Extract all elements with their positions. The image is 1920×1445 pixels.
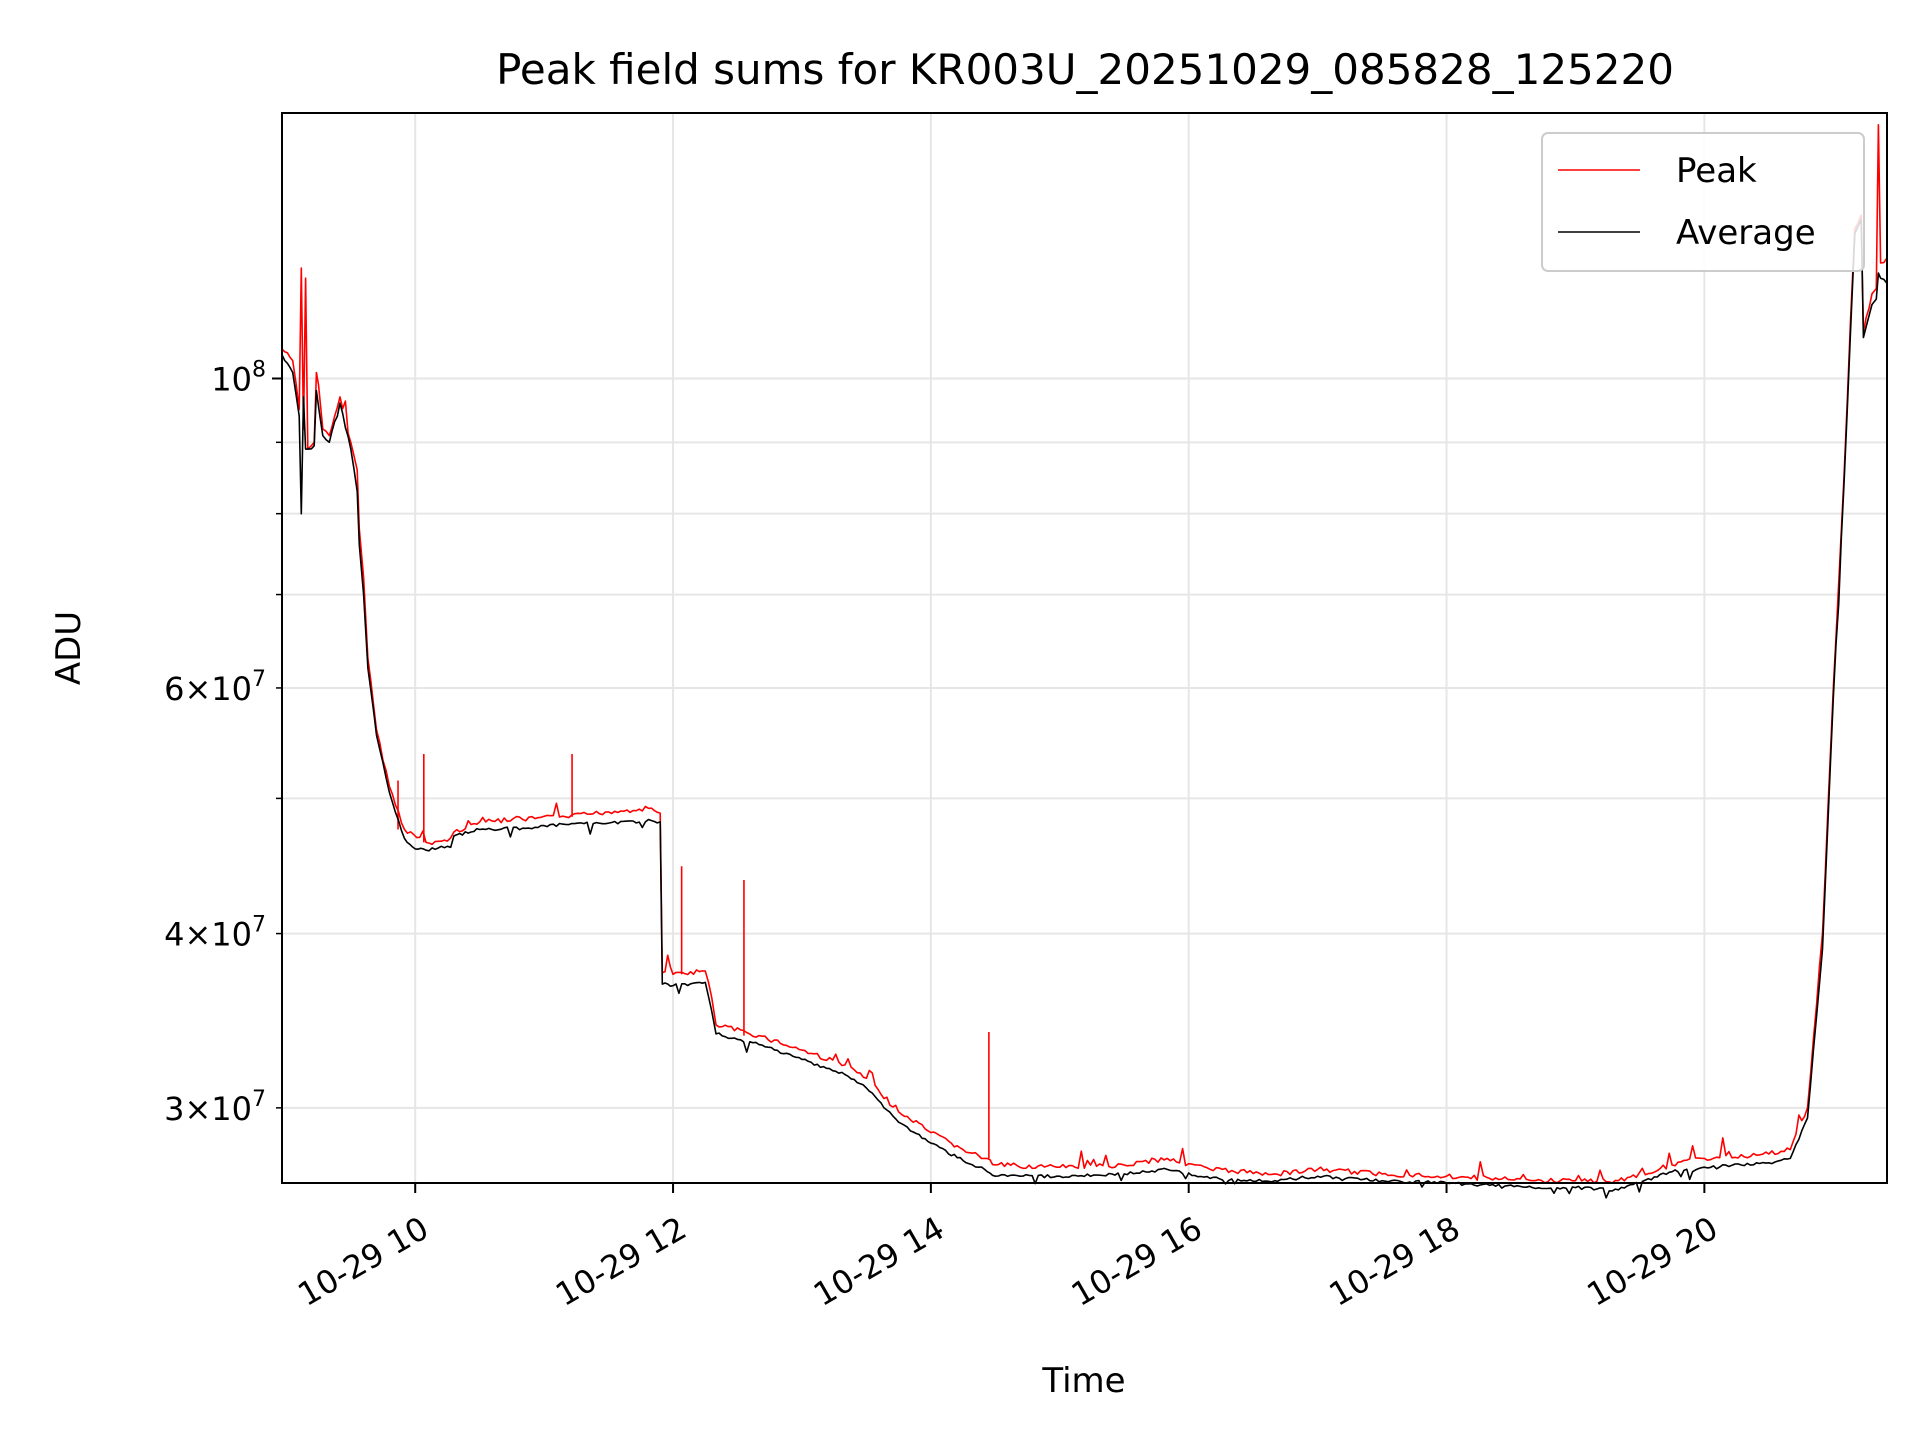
legend: Peak Average — [1541, 132, 1865, 272]
chart-title: Peak field sums for KR003U_20251029_0858… — [496, 45, 1674, 94]
tick-layer: 10-29 10 10-29 12 10-29 14 10-29 16 10-29 18… — [164, 357, 1724, 1313]
y-axis-label: ADU — [49, 611, 89, 685]
plot-frame — [281, 112, 1888, 1184]
series-line-average — [281, 218, 1888, 1199]
y-tick-label: 108 — [211, 357, 266, 398]
legend-label-average: Average — [1676, 213, 1816, 253]
x-tick-label: 10-29 14 — [807, 1209, 951, 1314]
x-tick-label: 10-29 12 — [549, 1209, 693, 1314]
y-tick-label: 3×107 — [164, 1087, 266, 1128]
grid-layer — [282, 113, 1887, 1183]
legend-label-peak: Peak — [1676, 151, 1757, 191]
x-tick-label: 10-29 20 — [1581, 1209, 1725, 1314]
series-layer — [281, 124, 1888, 1199]
y-tick-label: 4×107 — [164, 913, 266, 954]
y-tick-label: 6×107 — [164, 667, 266, 708]
x-axis-label: Time — [1041, 1361, 1125, 1401]
x-tick-label: 10-29 16 — [1065, 1209, 1209, 1314]
x-tick-label: 10-29 10 — [291, 1209, 435, 1314]
legend-box — [1541, 132, 1865, 272]
series-line-peak — [281, 124, 1888, 1184]
x-tick-label: 10-29 18 — [1323, 1209, 1467, 1314]
